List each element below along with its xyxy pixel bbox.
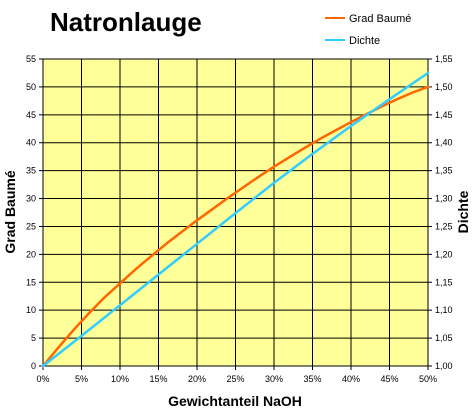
x-tick-label: 25% [226, 374, 244, 384]
x-tick-label: 30% [265, 374, 283, 384]
y2-axis-ticks: 1,00 1,05 1,10 1,15 1,20 1,25 1,30 1,35 1,40 1,45… [428, 54, 453, 371]
y-tick-label: 15 [26, 277, 36, 287]
y-tick-label: 20 [26, 249, 36, 259]
x-tick-label: 5% [75, 374, 88, 384]
y-axis-ticks: 0 5 10 15 20 25 30 35 40 45 50 55 [26, 54, 43, 371]
y-tick-label: 30 [26, 194, 36, 204]
x-tick-label: 15% [149, 374, 167, 384]
y-axis-title: Grad Baumé [2, 170, 18, 253]
legend: Grad Baumé Dichte [325, 13, 411, 47]
y-tick-label: 0 [31, 361, 36, 371]
x-tick-label: 40% [342, 374, 360, 384]
x-axis-ticks: 0% 5% 10% 15% 20% 25% 30% 35% 40% 45% 50% [36, 366, 437, 384]
y-tick-label: 40 [26, 138, 36, 148]
y2-tick-label: 1,55 [435, 54, 453, 64]
y2-tick-label: 1,00 [435, 361, 453, 371]
legend-label-baume: Grad Baumé [349, 13, 411, 25]
legend-label-dichte: Dichte [349, 35, 380, 47]
y-tick-label: 10 [26, 305, 36, 315]
y2-tick-label: 1,35 [435, 166, 453, 176]
x-tick-label: 10% [111, 374, 129, 384]
x-tick-label: 45% [380, 374, 398, 384]
y-tick-label: 35 [26, 166, 36, 176]
y2-tick-label: 1,45 [435, 110, 453, 120]
x-tick-label: 50% [419, 374, 437, 384]
y2-tick-label: 1,05 [435, 333, 453, 343]
x-tick-label: 0% [36, 374, 49, 384]
x-axis-title: Gewichtanteil NaOH [168, 393, 302, 409]
y2-tick-label: 1,10 [435, 305, 453, 315]
y2-tick-label: 1,25 [435, 221, 453, 231]
y-tick-label: 55 [26, 54, 36, 64]
y-tick-label: 50 [26, 82, 36, 92]
y-tick-label: 45 [26, 110, 36, 120]
chart-title: Natronlauge [50, 7, 202, 37]
grid [42, 58, 429, 367]
y2-tick-label: 1,30 [435, 194, 453, 204]
y2-tick-label: 1,40 [435, 138, 453, 148]
y-tick-label: 25 [26, 221, 36, 231]
y-tick-label: 5 [31, 333, 36, 343]
y2-tick-label: 1,15 [435, 277, 453, 287]
y2-tick-label: 1,50 [435, 82, 453, 92]
x-tick-label: 20% [188, 374, 206, 384]
series-line-dichte [41, 71, 430, 368]
y2-axis-title: Dichte [455, 190, 471, 233]
series-layer [41, 71, 430, 368]
y2-tick-label: 1,20 [435, 249, 453, 259]
x-tick-label: 35% [303, 374, 321, 384]
